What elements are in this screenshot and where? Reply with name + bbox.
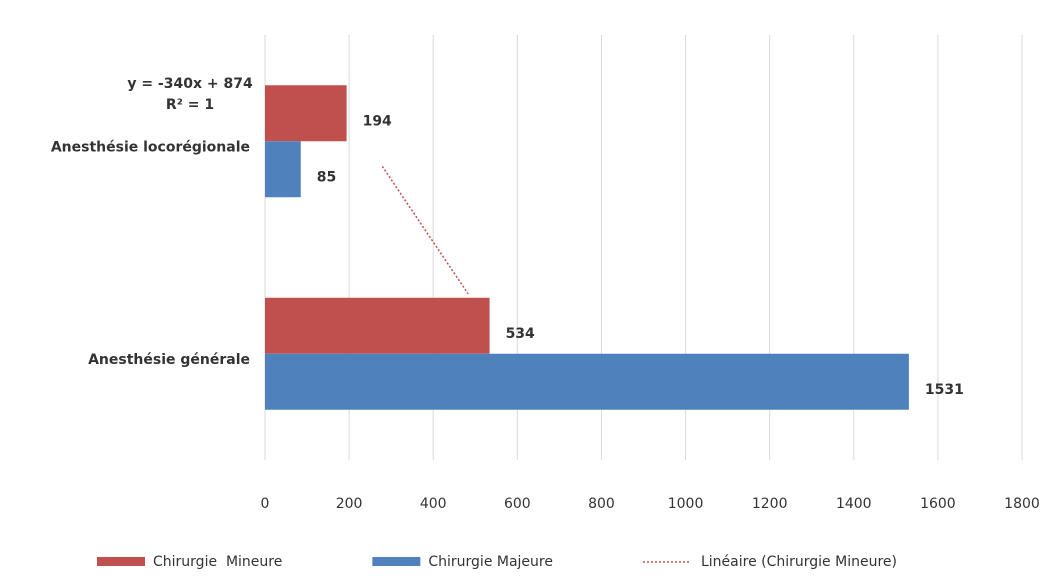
x-tick-label: 0 <box>261 496 270 512</box>
trend-equation: y = -340x + 874 <box>127 76 253 92</box>
x-tick-label: 600 <box>504 496 531 512</box>
x-tick-label: 1600 <box>920 496 956 512</box>
legend-swatch <box>97 557 145 566</box>
data-label: 534 <box>506 326 535 342</box>
trend-r-squared: R² = 1 <box>166 97 214 113</box>
y-tick-label: Anesthésie générale <box>88 352 250 368</box>
data-label: 194 <box>363 113 392 129</box>
x-tick-label: 800 <box>588 496 615 512</box>
legend-label: Linéaire (Chirurgie Mineure) <box>701 554 897 570</box>
trendline <box>381 165 469 295</box>
x-tick-label: 1000 <box>668 496 704 512</box>
x-tick-label: 1400 <box>836 496 872 512</box>
x-tick-label: 200 <box>336 496 363 512</box>
x-tick-label: 1800 <box>1004 496 1040 512</box>
x-tick-label: 1200 <box>752 496 788 512</box>
legend-label: Chirurgie Mineure <box>153 554 282 570</box>
bar <box>265 85 347 142</box>
y-tick-label: Anesthésie locorégionale <box>51 139 250 155</box>
bar <box>265 353 909 410</box>
data-label: 1531 <box>925 382 964 398</box>
legend-label: Chirurgie Majeure <box>428 554 553 570</box>
legend-swatch <box>372 557 421 566</box>
bar <box>265 297 490 354</box>
bar <box>265 141 301 198</box>
x-tick-label: 400 <box>420 496 447 512</box>
data-label: 85 <box>317 169 336 185</box>
